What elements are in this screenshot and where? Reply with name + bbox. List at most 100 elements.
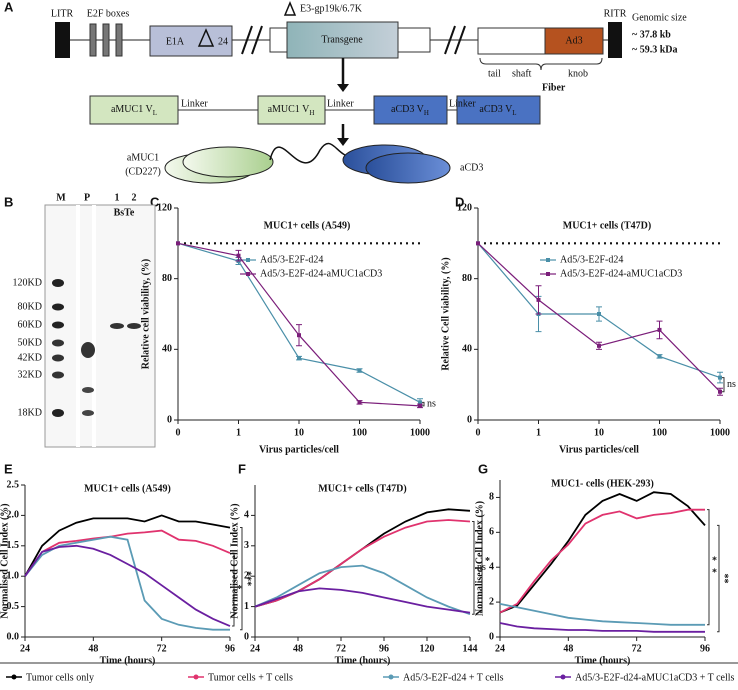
point	[297, 356, 301, 361]
arrow-head	[337, 84, 349, 92]
marker-label: 80KD	[18, 301, 42, 312]
lane-gap	[76, 205, 80, 447]
y-tick-label: 80	[162, 273, 172, 284]
ritr-box	[608, 22, 622, 58]
annotation: **	[719, 574, 730, 584]
significance-bracket	[480, 510, 483, 614]
domain-box	[257, 95, 326, 125]
e2f-box	[89, 23, 97, 57]
y-tick-label: 3	[244, 540, 249, 551]
linker-label: Linker	[181, 98, 208, 109]
label: knob	[568, 68, 588, 79]
label: Fiber	[542, 82, 566, 93]
y-axis-label: Normalised Cell Index (%)	[474, 501, 485, 616]
series-line	[499, 622, 705, 633]
y-axis-label: Normalised Cell Index (%)	[0, 503, 10, 618]
band	[127, 323, 141, 329]
litr-box	[55, 22, 70, 58]
band	[52, 339, 64, 347]
x-axis-label: Time (hours)	[335, 655, 391, 666]
linker-label: Linker	[327, 98, 354, 109]
x-tick-label: 24	[495, 643, 505, 654]
annotation: *	[712, 556, 717, 567]
e1a-box	[149, 25, 233, 57]
x-axis-label: Time (hours)	[575, 655, 631, 666]
panel-letter: D	[455, 194, 464, 209]
x-tick-label: 10	[594, 427, 604, 438]
significance-bracket	[422, 401, 425, 407]
lane-gap	[92, 205, 96, 447]
x-tick-label: 1000	[710, 427, 730, 438]
point	[718, 389, 722, 394]
lane-label: M	[56, 192, 66, 203]
significance-bracket	[707, 509, 710, 626]
band	[52, 303, 64, 311]
point	[597, 343, 601, 348]
y-tick-label: 2	[489, 596, 494, 607]
panel-letter: A	[4, 0, 14, 14]
y-axis-label: Relative Cell viability, (%)	[440, 257, 451, 370]
legend-swatch	[246, 258, 250, 262]
series-line	[177, 242, 421, 403]
label: ~ 59.3 kDa	[632, 44, 677, 55]
label: RITR	[604, 8, 627, 19]
e2f-box	[102, 23, 110, 57]
linker-label: Linker	[449, 98, 476, 109]
acd3-domain	[365, 152, 451, 184]
label: aCD3	[460, 162, 483, 173]
annotation: *	[485, 556, 490, 567]
series-line	[24, 514, 231, 577]
y-tick-label: 2.5	[7, 479, 20, 490]
point	[357, 400, 362, 405]
scfv-diagram: aMUC1 VL aMUC1 VH aCD3 VH aCD3 VL Linker…	[89, 95, 541, 184]
x-tick-label: 1	[536, 427, 541, 438]
point	[597, 312, 601, 316]
y-tick-label: 1	[244, 601, 249, 612]
label: tail	[488, 68, 501, 79]
chart-title: MUC1- cells (HEK-293)	[551, 478, 654, 489]
label: shaft	[512, 68, 532, 79]
domain-label: aCD3 VL	[479, 104, 516, 116]
chart-title: MUC1+ cells (A549)	[84, 483, 171, 494]
y-tick-label: 0	[167, 414, 172, 425]
y-tick-label: 6	[489, 527, 494, 538]
y-tick-label: 0.5	[7, 601, 20, 612]
delta-icon	[197, 28, 215, 47]
point	[718, 375, 722, 380]
x-tick-label: 96	[225, 643, 235, 654]
y-tick-label: 1.0	[7, 570, 20, 581]
marker-label: 120KD	[13, 277, 42, 288]
domain-box	[89, 95, 179, 125]
x-axis-label: Virus particles/cell	[559, 444, 639, 455]
y-tick-label: 2.0	[7, 510, 20, 521]
x-tick-label: 0	[176, 427, 181, 438]
label: Genomic size	[632, 12, 687, 23]
marker-label: 60KD	[18, 319, 42, 330]
box	[397, 27, 431, 53]
series-line	[499, 508, 705, 614]
y-tick-label: 120	[457, 202, 472, 213]
e2f-box	[115, 23, 123, 57]
insert-icon	[283, 1, 297, 16]
western-blot: M P 1 2 BsTe 120KD 80KD 60KD 50KD 42KD 3…	[13, 192, 156, 448]
annotation: ns	[727, 379, 736, 390]
label: 24	[218, 36, 228, 47]
genome-diagram: LITR E2F boxes E1A 24 E3-gp19k/6.7K Tran…	[51, 1, 687, 93]
x-tick-label: 48	[293, 643, 303, 654]
label: Ad3	[565, 35, 582, 46]
fiber-box	[477, 27, 546, 55]
y-tick-label: 4	[244, 510, 249, 521]
band	[52, 354, 64, 362]
point	[476, 241, 480, 246]
annotation: *	[712, 568, 717, 579]
x-tick-label: 100	[352, 427, 367, 438]
panel-letter: B	[4, 194, 13, 209]
label: E3-gp19k/6.7K	[300, 3, 363, 14]
group-label: BsTe	[114, 207, 135, 218]
x-tick-label: 48	[88, 643, 98, 654]
chart-title: MUC1+ cells (T47D)	[563, 220, 651, 231]
x-tick-label: 96	[379, 643, 389, 654]
x-tick-label: 24	[20, 643, 30, 654]
domain-label: aMUC1 VH	[268, 104, 315, 116]
y-tick-label: 0	[467, 414, 472, 425]
